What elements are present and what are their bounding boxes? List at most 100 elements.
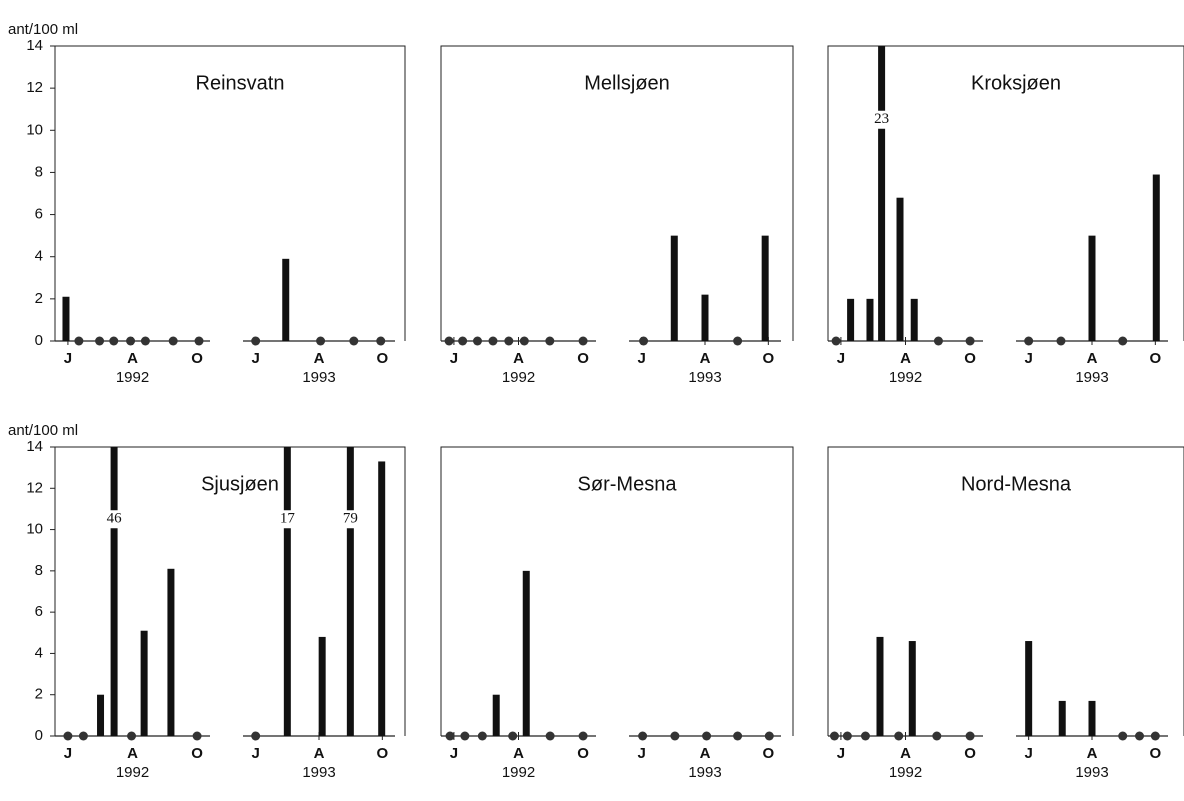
y-tick-label: 6	[35, 603, 43, 620]
zero-marker	[1024, 336, 1034, 346]
x-tick-label: J	[837, 350, 845, 367]
bar	[110, 447, 118, 736]
zero-marker	[670, 731, 680, 741]
y-tick-label: 10	[26, 121, 43, 138]
bar	[896, 197, 904, 341]
zero-marker	[578, 731, 588, 741]
zero-marker	[251, 336, 261, 346]
panel: Mellsjøen J A O 1992 J A O 1993	[440, 45, 794, 386]
x-tick-label: J	[1024, 350, 1032, 367]
x-tick-label: J	[637, 745, 645, 762]
bar	[492, 694, 500, 736]
year-label: 1992	[889, 369, 922, 386]
bar	[701, 294, 709, 341]
zero-marker	[376, 336, 386, 346]
x-tick-label: J	[450, 745, 458, 762]
year-label: 1993	[1075, 369, 1108, 386]
x-tick-label: O	[577, 745, 589, 762]
value-label: 23	[874, 111, 889, 127]
zero-marker	[192, 731, 202, 741]
y-axis-label: ant/100 ml	[8, 21, 78, 38]
zero-marker	[504, 336, 514, 346]
zero-marker	[545, 336, 555, 346]
bar	[97, 694, 105, 736]
y-tick-label: 14	[26, 37, 43, 54]
zero-marker	[1056, 336, 1066, 346]
bar	[1058, 700, 1066, 736]
bar	[910, 298, 918, 341]
zero-marker	[488, 336, 498, 346]
x-tick-label: J	[637, 350, 645, 367]
value-label-bg	[340, 510, 361, 529]
y-tick-label: 8	[35, 163, 43, 180]
zero-marker	[127, 731, 137, 741]
bar	[1025, 641, 1033, 736]
x-tick-label: J	[64, 745, 72, 762]
zero-marker	[860, 731, 870, 741]
y-tick-label: 0	[35, 332, 43, 349]
bar	[1088, 700, 1096, 736]
x-tick-label: O	[964, 350, 976, 367]
zero-marker	[472, 336, 482, 346]
bar	[62, 296, 70, 341]
year-label: 1993	[688, 369, 721, 386]
x-tick-label: O	[1149, 745, 1161, 762]
x-tick-label: O	[1149, 350, 1161, 367]
zero-marker	[316, 336, 326, 346]
zero-marker	[460, 731, 470, 741]
value-label: 46	[107, 511, 123, 527]
zero-marker	[638, 731, 648, 741]
frame	[440, 45, 794, 341]
bar	[876, 636, 884, 736]
zero-marker	[842, 731, 852, 741]
bar	[318, 636, 326, 736]
zero-marker	[1118, 731, 1128, 741]
panel-title: Sør-Mesna	[578, 473, 678, 495]
y-tick-label: 4	[35, 248, 43, 265]
panel-title: Kroksjøen	[971, 72, 1061, 94]
x-tick-label: J	[837, 745, 845, 762]
x-tick-label: A	[513, 350, 524, 367]
zero-marker	[63, 731, 73, 741]
zero-marker	[140, 336, 150, 346]
zero-marker	[932, 731, 942, 741]
x-tick-label: J	[251, 745, 259, 762]
x-tick-label: A	[900, 745, 911, 762]
x-tick-label: A	[127, 350, 138, 367]
x-tick-label: A	[314, 745, 325, 762]
frame	[54, 446, 406, 736]
zero-marker	[639, 336, 649, 346]
x-tick-label: O	[762, 745, 774, 762]
bar	[761, 235, 769, 341]
zero-marker	[477, 731, 487, 741]
frame	[54, 45, 406, 341]
frame	[827, 446, 1184, 736]
panel: Nord-Mesna J A O 1992 J A O 1993	[827, 446, 1184, 781]
bar	[1152, 174, 1160, 341]
zero-marker	[194, 336, 204, 346]
zero-marker	[251, 731, 261, 741]
zero-marker	[894, 731, 904, 741]
zero-marker	[74, 336, 84, 346]
bar	[378, 461, 386, 736]
frame	[440, 446, 794, 736]
value-label: 79	[343, 511, 358, 527]
zero-marker	[168, 336, 178, 346]
zero-marker	[1150, 731, 1160, 741]
zero-marker	[445, 731, 455, 741]
frame	[827, 45, 1184, 341]
zero-marker	[95, 336, 105, 346]
bar	[847, 298, 855, 341]
x-tick-label: A	[900, 350, 911, 367]
year-label: 1993	[688, 764, 721, 781]
panel-title: Nord-Mesna	[961, 473, 1072, 495]
value-label-bg	[104, 510, 125, 529]
zero-marker	[126, 336, 136, 346]
y-axis-label: ant/100 ml	[8, 422, 78, 439]
y-tick-label: 12	[26, 479, 43, 496]
value-label-bg	[871, 110, 892, 129]
x-tick-label: O	[376, 745, 388, 762]
zero-marker	[831, 336, 841, 346]
x-tick-label: A	[314, 350, 325, 367]
